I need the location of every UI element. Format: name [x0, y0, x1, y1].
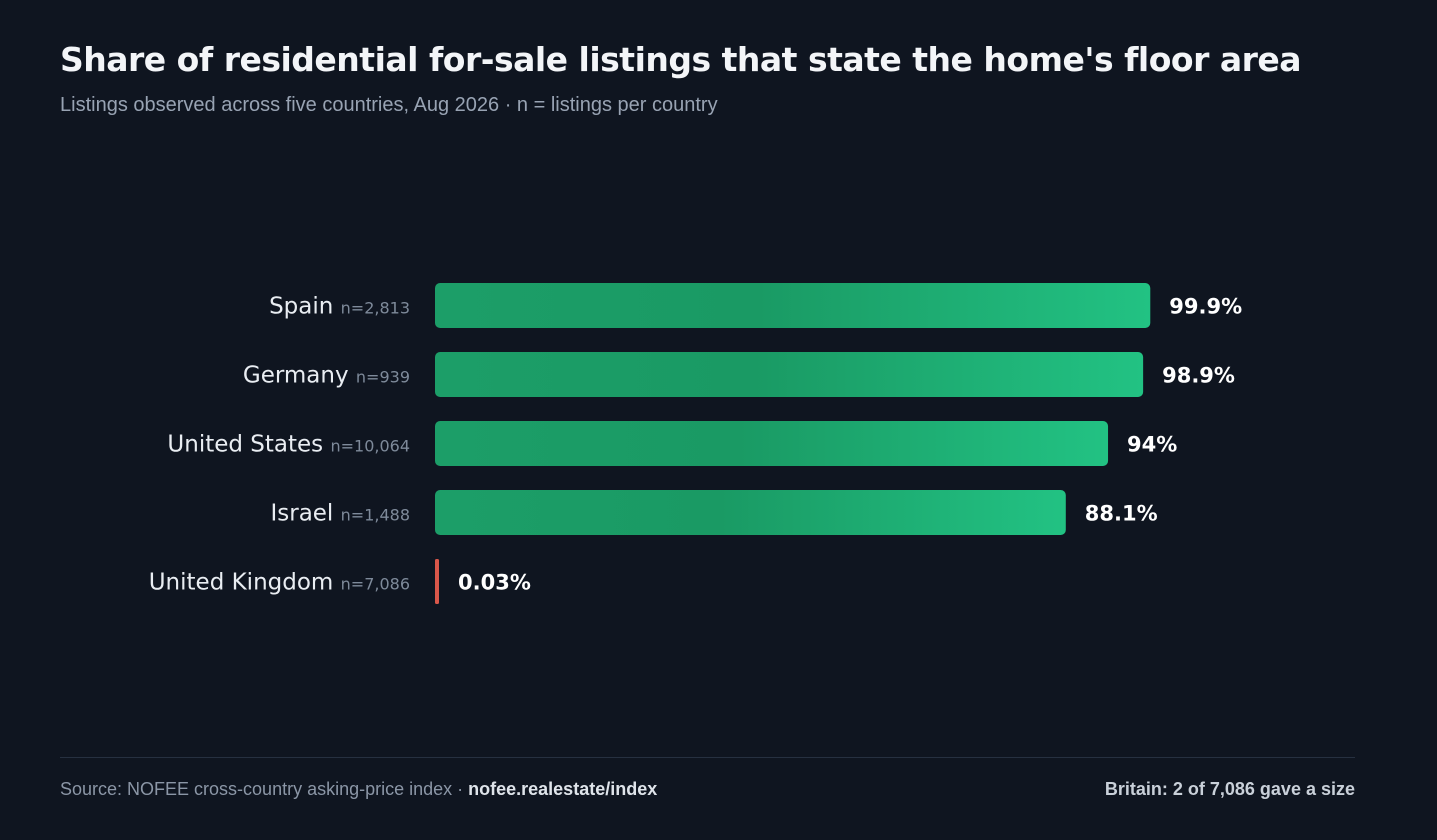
bars-layer: Spain n=2,813 99.9% Germany n=939 98.9% Unit… [149, 283, 1242, 604]
bar-chart: Spain n=2,813 99.9% Germany n=939 98.9% Unit… [149, 283, 1242, 604]
footer-source: Source: NOFEE cross-country asking-price… [60, 779, 657, 800]
category-name: United States [167, 432, 330, 458]
bar-row: United Kingdom n=7,086 0.03% [149, 559, 531, 604]
value-label: 98.9% [1162, 364, 1235, 388]
bar [435, 421, 1109, 466]
chart-subtitle: Listings observed across five countries,… [60, 94, 718, 116]
category-label: United Kingdom n=7,086 [149, 570, 410, 596]
chart-title: Share of residential for-sale listings t… [60, 40, 1302, 79]
bar-row: United States n=10,064 94% [167, 421, 1177, 466]
value-label: 99.9% [1169, 295, 1242, 319]
category-label: United States n=10,064 [167, 432, 410, 458]
bar-row: Germany n=939 98.9% [243, 352, 1235, 397]
category-name: Israel [270, 501, 340, 527]
bar [435, 490, 1066, 535]
category-label: Germany n=939 [243, 363, 410, 389]
value-label: 94% [1127, 433, 1177, 457]
category-label: Spain n=2,813 [269, 294, 410, 320]
bar [435, 283, 1151, 328]
sample-size-label: n=1,488 [341, 506, 410, 525]
category-name: United Kingdom [149, 570, 341, 596]
bar-row: Israel n=1,488 88.1% [270, 490, 1158, 535]
bar [435, 559, 439, 604]
source-link[interactable]: nofee.realestate/index [468, 779, 658, 799]
category-label: Israel n=1,488 [270, 501, 410, 527]
bar-row: Spain n=2,813 99.9% [269, 283, 1242, 328]
sample-size-label: n=7,086 [341, 575, 410, 594]
sample-size-label: n=10,064 [330, 437, 410, 456]
sample-size-label: n=939 [356, 368, 410, 387]
category-name: Spain [269, 294, 341, 320]
source-text: Source: NOFEE cross-country asking-price… [60, 779, 469, 799]
footer-divider [60, 757, 1355, 758]
value-label: 88.1% [1085, 502, 1158, 526]
bar [435, 352, 1144, 397]
footer-note: Britain: 2 of 7,086 gave a size [1104, 779, 1355, 799]
value-label: 0.03% [458, 571, 531, 595]
sample-size-label: n=2,813 [341, 299, 410, 318]
category-name: Germany [243, 363, 356, 389]
